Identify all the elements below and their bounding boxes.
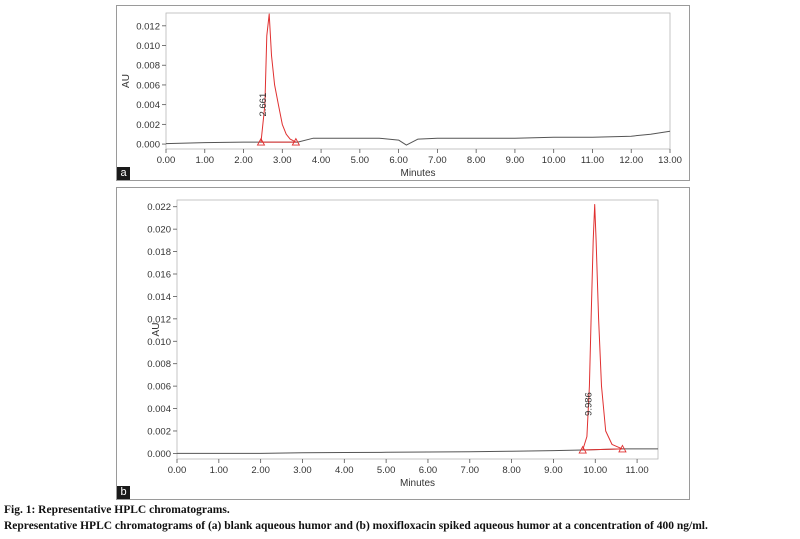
chart-0-plot-frame	[165, 12, 671, 150]
chart-1-y-tick-label: 0.010	[147, 337, 171, 348]
chart-1-y-tick-label: 0.020	[147, 225, 171, 236]
chart-1-x-tick-label: 8.00	[502, 465, 521, 476]
chart-0-x-tick-label: 13.00	[658, 155, 682, 166]
chart-1-y-tick-label: 0.012	[147, 314, 171, 325]
chart-0-peak-label: 2.661	[258, 93, 269, 117]
chart-1-x-tick-label: 10.00	[583, 465, 607, 476]
panel-label-b: b	[117, 486, 130, 499]
chart-1-x-tick-label: 7.00	[461, 465, 480, 476]
chart-0-y-tick-label: 0.000	[136, 140, 160, 151]
chart-0-x-tick-label: 10.00	[542, 155, 566, 166]
chart-1-y-axis-label: AU	[151, 323, 162, 337]
chart-0-x-tick-label: 2.00	[234, 155, 253, 166]
chromatogram-panel-b: 0.000 0.002 0.004 0.006 0.008 0.010 0.012 0.014…	[116, 187, 690, 500]
chart-0-x-tick-label: 12.00	[619, 155, 643, 166]
chart-0-y-tick-label: 0.004	[136, 100, 160, 111]
caption-title: Fig. 1: Representative HPLC chromatogram…	[4, 504, 230, 516]
panel-label-a: a	[117, 167, 130, 180]
chart-1-x-tick-label: 0.00	[168, 465, 187, 476]
chart-0-x-tick-label: 1.00	[196, 155, 215, 166]
chart-1-y-tick-label: 0.016	[147, 270, 171, 281]
chart-0-x-tick-label: 11.00	[581, 155, 604, 166]
chart-1-y-tick-label: 0.000	[147, 449, 171, 460]
chart-0-y-axis-label: AU	[121, 74, 132, 88]
chart-1-y-tick-label: 0.006	[147, 382, 171, 393]
chart-0-x-tick-label: 3.00	[273, 155, 292, 166]
chart-1-x-tick-label: 2.00	[251, 465, 269, 476]
chart-0-y-tick-label: 0.008	[136, 61, 160, 72]
chart-0-peak-marker	[256, 137, 266, 146]
chart-0-x-tick-label: 4.00	[312, 155, 331, 166]
chart-0-x-tick-label: 6.00	[389, 155, 408, 166]
chart-1-x-tick-label: 4.00	[335, 465, 354, 476]
chart-1-peak-marker	[618, 444, 627, 453]
chart-0-x-tick-label: 5.00	[351, 155, 370, 166]
chart-0-series-line-1	[260, 13, 297, 143]
chart-1-y-tick-label: 0.008	[147, 359, 171, 370]
chart-b-svg: 0.000 0.002 0.004 0.006 0.008 0.010 0.012 0.014…	[147, 199, 659, 489]
chart-1-x-tick-label: 5.00	[377, 465, 396, 476]
chart-0-x-tick-label: 7.00	[428, 155, 447, 166]
chart-1-y-tick-label: 0.018	[147, 247, 171, 258]
chart-1-x-tick-label: 9.00	[544, 465, 563, 476]
chart-0-x-tick-label: 8.00	[467, 155, 486, 166]
chart-0-y-tick-label: 0.010	[136, 41, 160, 52]
chart-1-series-line-2	[582, 448, 623, 451]
chromatogram-panel-a: 0.000 0.002 0.004 0.006 0.008 0.010 0.012 0.00 1…	[116, 5, 690, 181]
chart-0-y-tick-label: 0.012	[136, 21, 160, 32]
chart-0-y-tick-label: 0.002	[136, 120, 160, 131]
chart-1-peak-label: 9.986	[584, 392, 595, 416]
chart-1-y-tick-label: 0.004	[147, 404, 171, 415]
chart-1-x-axis-label: Minutes	[400, 478, 435, 489]
chart-a-svg: 0.000 0.002 0.004 0.006 0.008 0.010 0.012 0.00 1…	[121, 12, 682, 179]
chart-1-x-tick-label: 3.00	[293, 465, 312, 476]
figure-caption: Fig. 1: Representative HPLC chromatogram…	[4, 502, 796, 534]
chart-0-x-tick-label: 0.00	[157, 155, 176, 166]
chart-1-x-tick-label: 6.00	[419, 465, 438, 476]
chart-1-y-tick-label: 0.002	[147, 426, 171, 437]
chart-1-x-tick-label: 1.00	[210, 465, 229, 476]
chart-0-peak-marker	[291, 137, 301, 146]
caption-text: Representative HPLC chromatograms of (a)…	[4, 520, 708, 532]
chart-0-series-line-0	[165, 130, 671, 146]
chart-0-y-tick-label: 0.006	[136, 80, 160, 91]
chart-1-peak-marker	[578, 445, 587, 454]
chart-1-y-tick-label: 0.022	[147, 202, 171, 213]
chart-1-series-line-1	[582, 204, 623, 451]
chart-1-x-tick-label: 11.00	[626, 465, 649, 476]
chart-1-plot-frame	[176, 199, 659, 460]
chart-0-x-tick-label: 9.00	[506, 155, 525, 166]
chart-1-y-tick-label: 0.014	[147, 292, 171, 303]
chart-0-x-axis-label: Minutes	[400, 168, 435, 179]
